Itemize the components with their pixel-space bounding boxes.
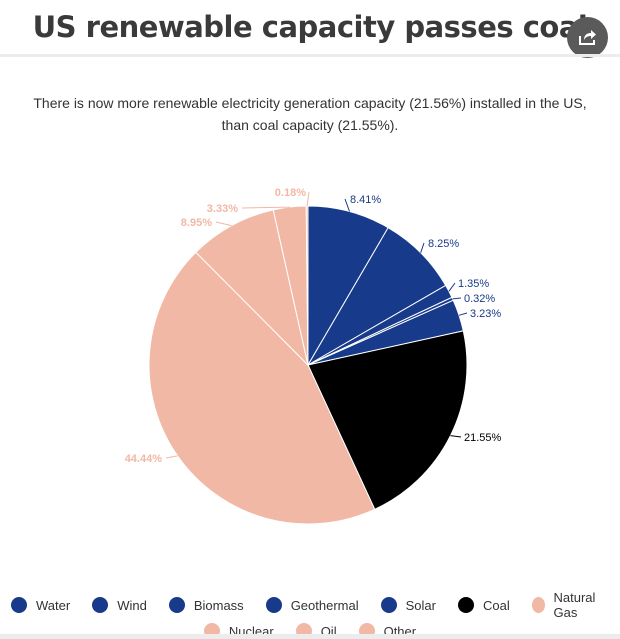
chart-subtitle: There is now more renewable electricity … [0, 92, 620, 136]
legend-label-geothermal: Geothermal [290, 597, 359, 613]
legend-swatch-coal [457, 597, 474, 613]
legend-item-geothermal[interactable]: Geothermal [265, 590, 359, 620]
legend-swatch-natural-gas [531, 597, 545, 613]
legend: Water Wind Biomass Geothermal Solar Coal Natur… [0, 590, 620, 620]
leader-line-oil [241, 206, 290, 209]
data-label-oil: 3.33% [207, 203, 238, 215]
legend-label-wind: Wind [117, 597, 147, 613]
legend-item-coal[interactable]: Coal [457, 590, 510, 620]
legend-swatch-geothermal [265, 597, 282, 613]
subtitle-line-1: There is now more renewable electricity … [33, 95, 587, 111]
pie-slice-coal[interactable] [307, 330, 468, 510]
subtitle-line-2: than coal capacity (21.55%). [221, 117, 399, 133]
data-label-wind: 8.25% [428, 238, 459, 250]
leader-line-wind [420, 242, 425, 253]
leader-line-geothermal [452, 297, 462, 300]
data-label-natural-gas: 44.44% [125, 453, 163, 465]
legend-label-water: Water [36, 597, 71, 613]
data-label-other: 0.18% [275, 187, 306, 199]
leader-line-nuclear [215, 221, 232, 227]
legend-item-biomass[interactable]: Biomass [168, 590, 244, 620]
legend-label-biomass: Biomass [193, 597, 244, 613]
legend-item-wind[interactable]: Wind [92, 590, 147, 620]
chart-title: US renewable capacity passes coal [32, 10, 588, 44]
title-divider [0, 54, 620, 57]
leader-line-coal [450, 435, 462, 438]
pie-slice-natural-gas[interactable] [148, 251, 376, 525]
leader-line-biomass [448, 282, 456, 292]
legend-swatch-biomass [168, 597, 185, 613]
legend-swatch-solar [380, 597, 397, 613]
legend-item-solar[interactable]: Solar [380, 590, 436, 620]
leader-line-natural-gas [165, 455, 178, 459]
legend-label-solar: Solar [405, 597, 436, 613]
data-label-biomass: 1.35% [458, 278, 489, 290]
legend-swatch-water [11, 597, 27, 613]
pie-chart: 8.41% 8.25% 1.35% 0.32% 3.23% 21.55% 44.44% 8.9… [125, 187, 502, 525]
data-label-solar: 3.23% [470, 308, 501, 320]
share-button[interactable] [567, 17, 608, 58]
legend-swatch-wind [92, 597, 109, 613]
legend-item-water[interactable]: Water [11, 590, 70, 620]
bottom-divider [0, 634, 620, 639]
data-label-nuclear: 8.95% [181, 217, 212, 229]
pie-slice-nuclear[interactable] [195, 209, 309, 367]
share-icon [579, 30, 596, 45]
data-label-water: 8.41% [350, 194, 381, 206]
leader-line-other [306, 191, 310, 207]
data-label-geothermal: 0.32% [464, 293, 495, 305]
legend-label-natural-gas: Natural Gas [553, 590, 596, 620]
leader-line-water [344, 198, 350, 212]
legend-item-natural-gas[interactable]: Natural Gas [531, 590, 609, 620]
pie-slice-other[interactable] [305, 205, 309, 366]
leader-line-solar [458, 312, 468, 316]
legend-label-coal: Coal [482, 597, 510, 613]
data-label-coal: 21.55% [464, 432, 502, 444]
